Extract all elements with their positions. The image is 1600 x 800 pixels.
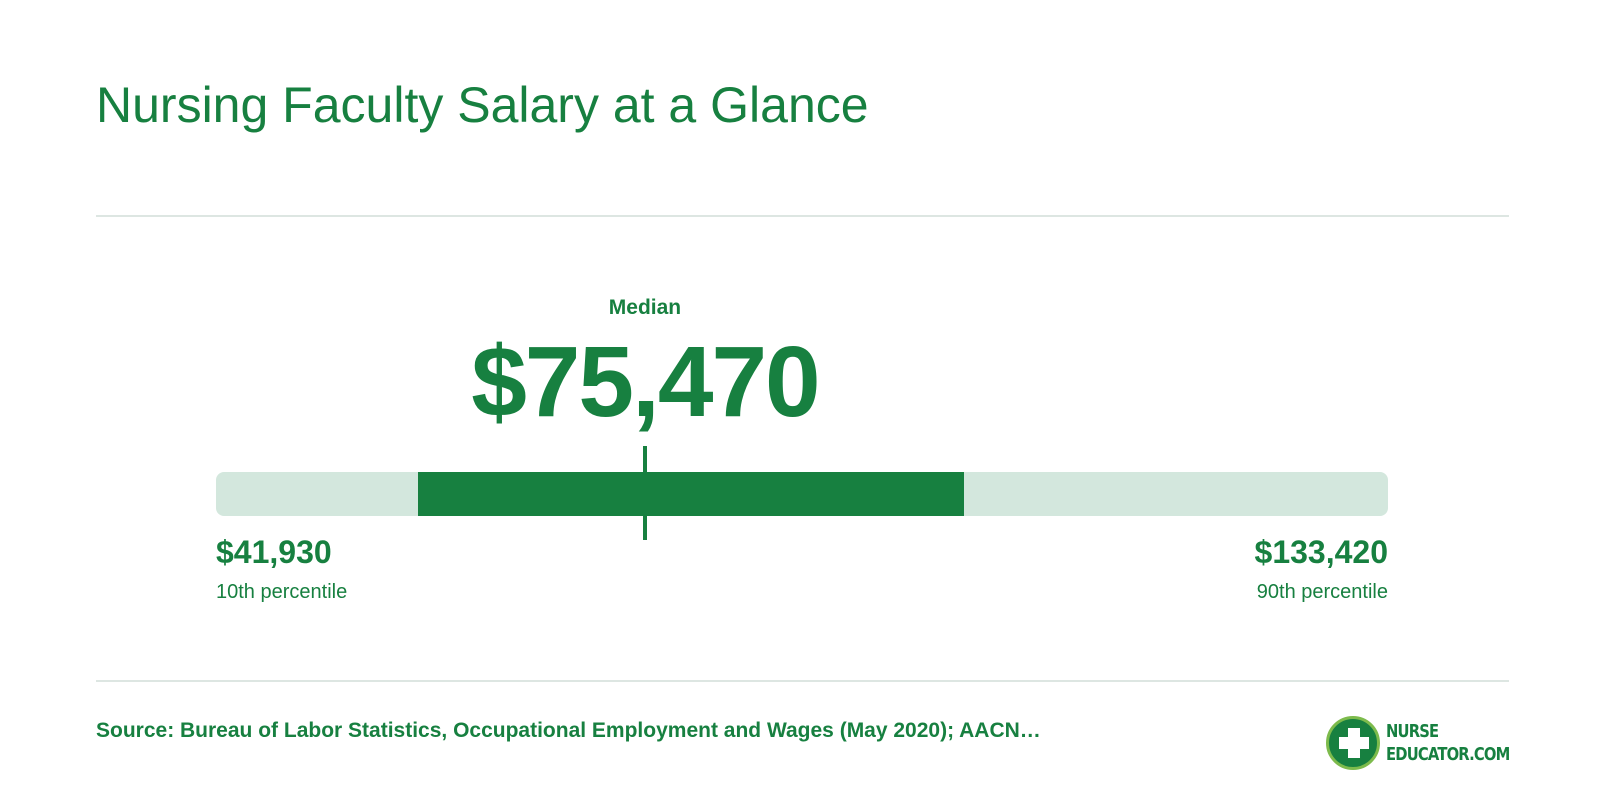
median-label: Median bbox=[608, 296, 682, 319]
logo-line-1: NURSE bbox=[1386, 721, 1439, 742]
nurse-educator-logo: NURSE EDUCATOR.COM bbox=[1326, 716, 1510, 772]
medical-cross-icon bbox=[1326, 716, 1380, 770]
page-title: Nursing Faculty Salary at a Glance bbox=[96, 77, 869, 133]
low-percentile-value: $41,930 bbox=[216, 534, 332, 570]
high-percentile-label: 90th percentile bbox=[1256, 581, 1388, 603]
top-divider bbox=[96, 215, 1509, 217]
logo-text: NURSE EDUCATOR.COM bbox=[1386, 720, 1510, 766]
high-percentile-value: $133,420 bbox=[1254, 534, 1388, 570]
low-percentile-label: 10th percentile bbox=[216, 581, 348, 603]
logo-line-2: EDUCATOR.COM bbox=[1386, 744, 1510, 765]
salary-range-chart: Median $75,470 $41,930 10th percentile $… bbox=[216, 296, 1388, 606]
salary-range-bar bbox=[417, 472, 964, 516]
median-marker bbox=[642, 446, 647, 540]
median-value: $75,470 bbox=[471, 326, 820, 438]
source-note: Source: Bureau of Labor Statistics, Occu… bbox=[96, 719, 1041, 742]
bottom-divider bbox=[96, 680, 1509, 682]
